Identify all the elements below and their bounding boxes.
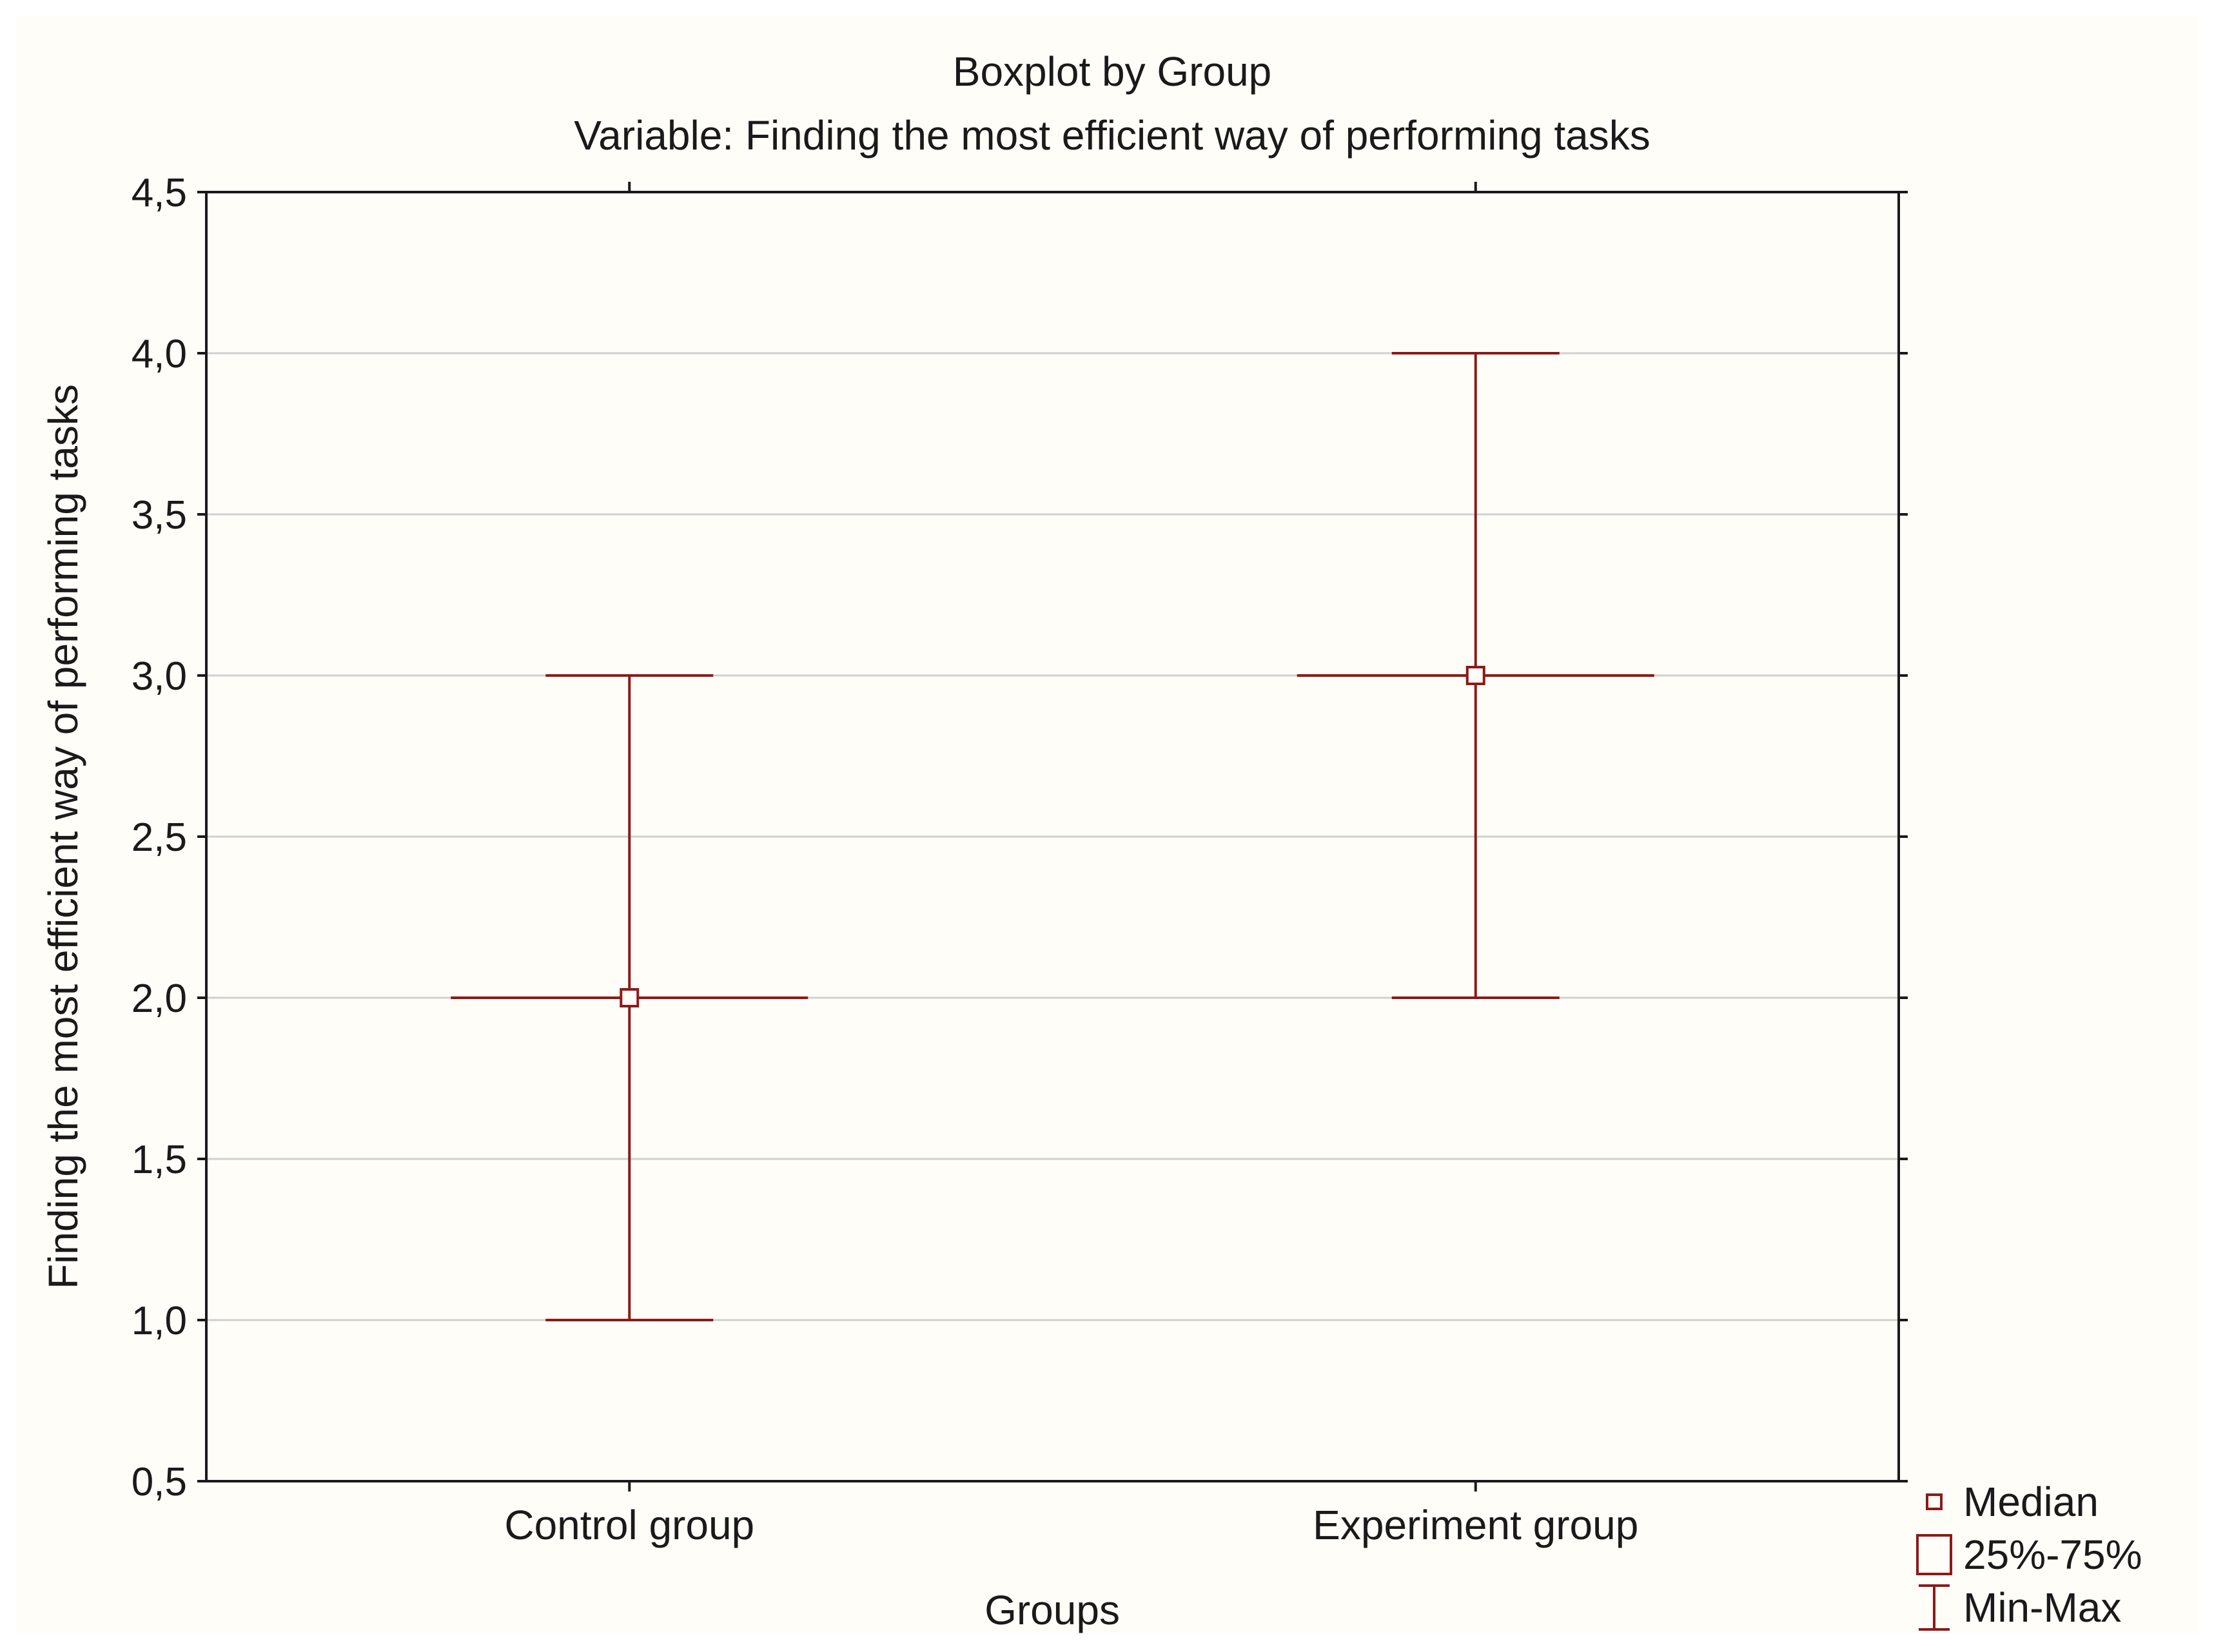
x-axis-label: Groups xyxy=(985,1587,1120,1633)
legend-label: Min-Max xyxy=(1963,1584,2121,1631)
x-tick-label: Control group xyxy=(504,1502,754,1548)
chart-subtitle: Variable: Finding the most efficient way… xyxy=(574,112,1651,159)
y-tick-label: 1,5 xyxy=(132,1138,187,1182)
y-axis-label: Finding the most efficient way of perfor… xyxy=(40,384,86,1289)
chart-title: Boxplot by Group xyxy=(953,48,1272,95)
median-marker xyxy=(1467,667,1484,684)
y-tick-label: 0,5 xyxy=(132,1460,187,1504)
y-tick-label: 4,0 xyxy=(132,332,187,376)
y-tick-label: 3,0 xyxy=(132,654,187,699)
y-tick-label: 4,5 xyxy=(132,171,187,215)
y-tick-label: 2,0 xyxy=(132,977,187,1021)
y-tick-label: 2,5 xyxy=(132,815,187,860)
legend-label: 25%-75% xyxy=(1963,1531,2142,1578)
y-tick-label: 3,5 xyxy=(132,493,187,538)
legend-entry: 25%-75% xyxy=(1917,1531,2142,1578)
y-tick-label: 1,0 xyxy=(132,1299,187,1343)
chart-background xyxy=(15,15,2199,1633)
legend-label: Median xyxy=(1963,1479,2099,1525)
median-marker xyxy=(621,989,638,1006)
x-tick-label: Experiment group xyxy=(1313,1502,1638,1548)
